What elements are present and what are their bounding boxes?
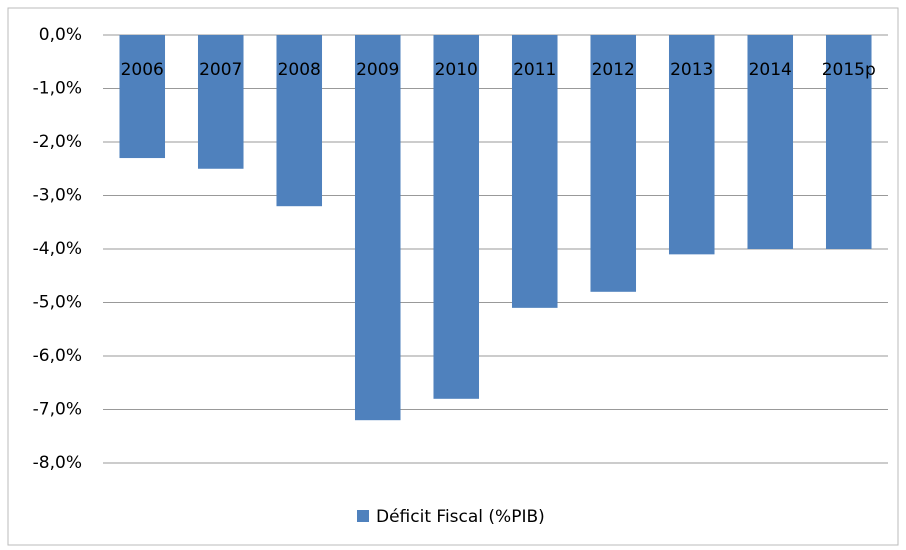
bar	[276, 35, 323, 207]
bars	[119, 35, 872, 421]
x-tick-label: 2011	[513, 60, 556, 80]
bar	[590, 35, 637, 292]
y-tick-label: -6,0%	[33, 346, 82, 366]
x-tick-label: 2007	[199, 60, 242, 80]
labels: 0,0% -1,0% -2,0% -3,0% -4,0% -5,0% -6,0% -7,0% -…	[33, 25, 876, 527]
bar	[197, 35, 244, 169]
x-tick-label: 2013	[670, 60, 713, 80]
y-tick-label: -5,0%	[33, 293, 82, 313]
y-tick-label: -2,0%	[33, 132, 82, 152]
bar	[747, 35, 794, 249]
y-tick-label: 0,0%	[39, 25, 82, 45]
x-tick-label: 2010	[435, 60, 478, 80]
bar	[433, 35, 480, 399]
x-tick-label: 2014	[749, 60, 792, 80]
y-tick-label: -8,0%	[33, 453, 82, 473]
y-tick-label: -7,0%	[33, 400, 82, 420]
legend-swatch	[357, 510, 369, 522]
x-tick-label: 2009	[356, 60, 399, 80]
legend-label: Déficit Fiscal (%PIB)	[376, 507, 545, 527]
y-tick-label: -3,0%	[33, 186, 82, 206]
bar	[825, 35, 872, 249]
bar	[354, 35, 401, 421]
y-tick-label: -4,0%	[33, 239, 82, 259]
x-tick-label: 2015p	[822, 60, 876, 80]
y-tick-label: -1,0%	[33, 79, 82, 99]
x-tick-label: 2006	[121, 60, 164, 80]
x-tick-label: 2012	[592, 60, 635, 80]
bar	[119, 35, 166, 159]
x-tick-label: 2008	[278, 60, 321, 80]
bar	[511, 35, 558, 308]
bar	[668, 35, 715, 255]
